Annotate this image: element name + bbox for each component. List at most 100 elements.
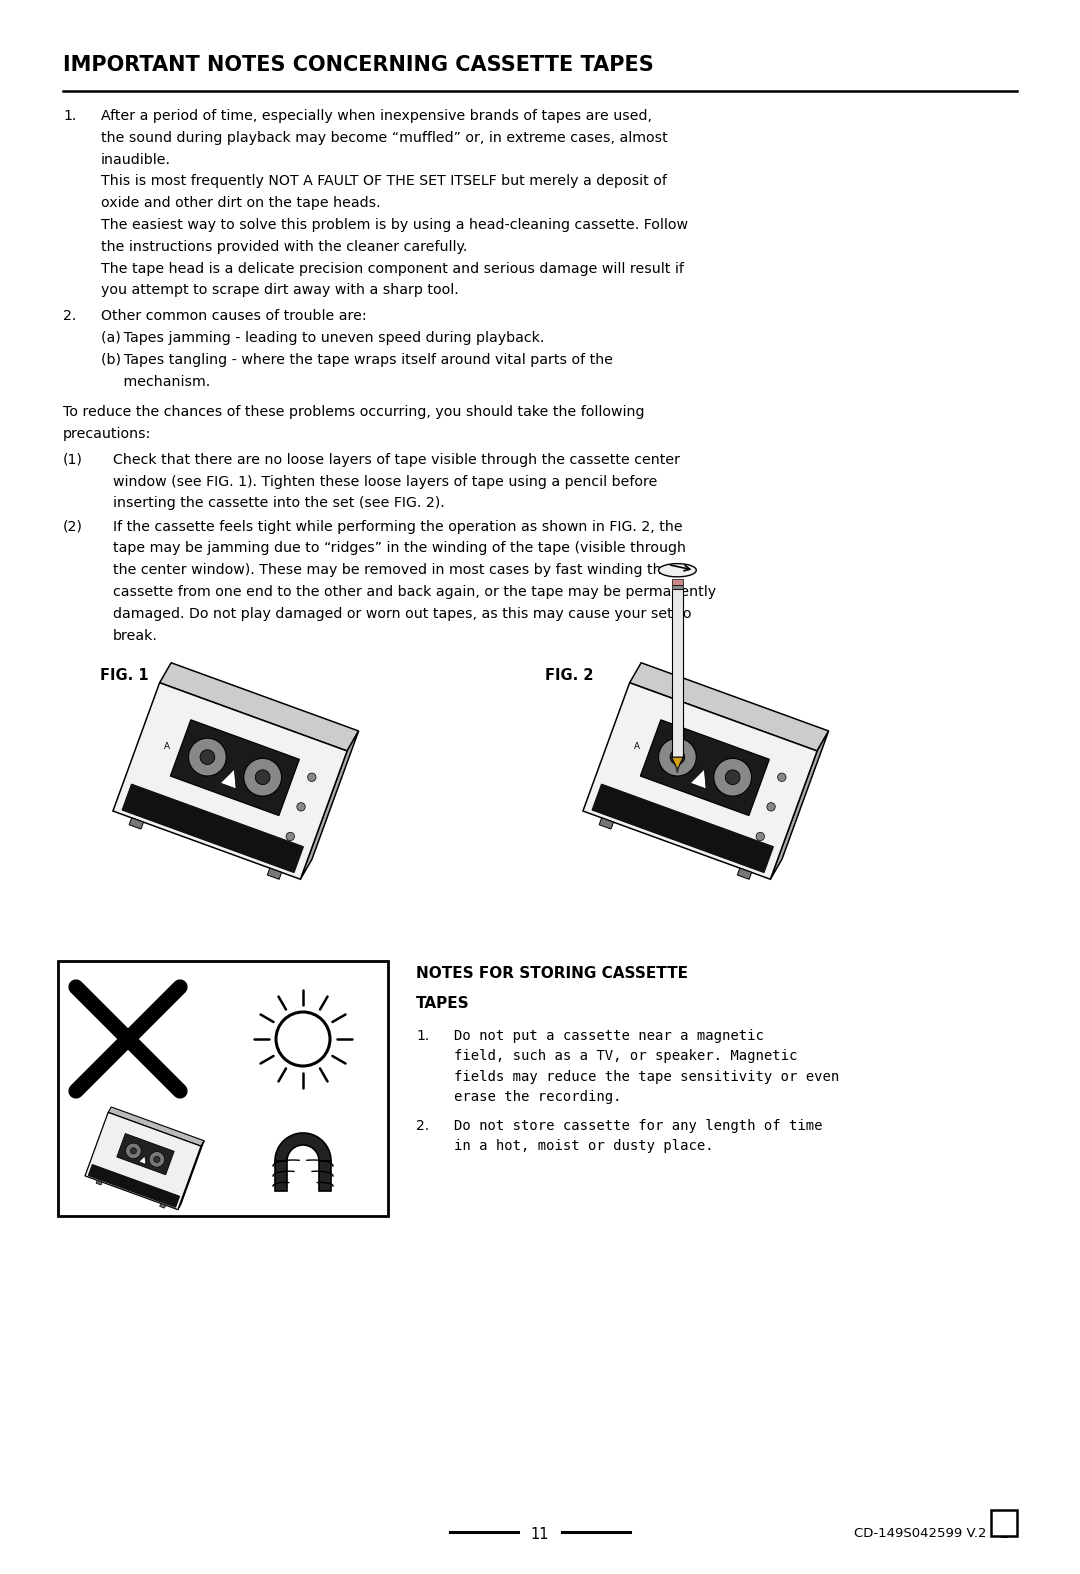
- Polygon shape: [583, 683, 818, 880]
- Circle shape: [308, 773, 316, 781]
- Text: (b) Tapes tangling - where the tape wraps itself around vital parts of the: (b) Tapes tangling - where the tape wrap…: [102, 353, 613, 367]
- Text: the instructions provided with the cleaner carefully.: the instructions provided with the clean…: [102, 239, 468, 253]
- Polygon shape: [220, 770, 237, 789]
- Text: FIG. 2: FIG. 2: [545, 667, 594, 683]
- Text: A: A: [634, 743, 639, 751]
- Text: window (see FIG. 1). Tighten these loose layers of tape using a pencil before: window (see FIG. 1). Tighten these loose…: [113, 475, 658, 488]
- Polygon shape: [599, 818, 613, 829]
- Polygon shape: [89, 1165, 179, 1207]
- Text: 1.: 1.: [416, 1029, 429, 1044]
- Text: tape may be jamming due to “ridges” in the winding of the tape (visible through: tape may be jamming due to “ridges” in t…: [113, 541, 686, 556]
- Text: (2): (2): [63, 519, 83, 534]
- Text: FIG. 1: FIG. 1: [100, 667, 149, 683]
- Polygon shape: [672, 586, 684, 589]
- Text: After a period of time, especially when inexpensive brands of tapes are used,: After a period of time, especially when …: [102, 109, 652, 123]
- Bar: [991, 1509, 1017, 1536]
- Polygon shape: [659, 563, 697, 576]
- Polygon shape: [672, 757, 684, 770]
- Polygon shape: [630, 663, 828, 751]
- Polygon shape: [714, 759, 752, 796]
- Polygon shape: [672, 579, 684, 586]
- Polygon shape: [670, 749, 685, 765]
- Circle shape: [276, 1012, 330, 1066]
- Text: field, such as a TV, or speaker. Magnetic: field, such as a TV, or speaker. Magneti…: [454, 1050, 797, 1064]
- Polygon shape: [319, 1162, 330, 1192]
- Polygon shape: [275, 1162, 287, 1192]
- Circle shape: [778, 773, 786, 781]
- Text: mechanism.: mechanism.: [102, 375, 211, 389]
- Polygon shape: [153, 1157, 160, 1163]
- Text: oxide and other dirt on the tape heads.: oxide and other dirt on the tape heads.: [102, 197, 380, 211]
- Polygon shape: [640, 719, 769, 815]
- Text: inserting the cassette into the set (see FIG. 2).: inserting the cassette into the set (see…: [113, 496, 445, 510]
- Polygon shape: [244, 759, 282, 796]
- Text: erase the recording.: erase the recording.: [454, 1091, 621, 1105]
- Text: The tape head is a delicate precision component and serious damage will result i: The tape head is a delicate precision co…: [102, 261, 684, 275]
- Text: 1.: 1.: [63, 109, 77, 123]
- Text: (a) Tapes jamming - leading to uneven speed during playback.: (a) Tapes jamming - leading to uneven sp…: [102, 331, 544, 345]
- Text: damaged. Do not play damaged or worn out tapes, as this may cause your set to: damaged. Do not play damaged or worn out…: [113, 608, 691, 620]
- Polygon shape: [738, 869, 752, 880]
- Polygon shape: [131, 1147, 136, 1154]
- Text: cassette from one end to the other and back again, or the tape may be permanentl: cassette from one end to the other and b…: [113, 586, 716, 600]
- Text: 2.: 2.: [416, 1119, 429, 1133]
- Text: The easiest way to solve this problem is by using a head-cleaning cassette. Foll: The easiest way to solve this problem is…: [102, 219, 688, 231]
- Text: break.: break.: [113, 628, 158, 642]
- Text: To reduce the chances of these problems occurring, you should take the following: To reduce the chances of these problems …: [63, 406, 645, 419]
- Text: in a hot, moist or dusty place.: in a hot, moist or dusty place.: [454, 1140, 714, 1154]
- Polygon shape: [200, 749, 215, 765]
- Polygon shape: [160, 1204, 165, 1209]
- Text: NOTES FOR STORING CASSETTE: NOTES FOR STORING CASSETTE: [416, 966, 688, 981]
- Text: you attempt to scrape dirt away with a sharp tool.: you attempt to scrape dirt away with a s…: [102, 283, 459, 297]
- Polygon shape: [726, 770, 740, 784]
- Polygon shape: [96, 1180, 103, 1185]
- Text: Other common causes of trouble are:: Other common causes of trouble are:: [102, 309, 366, 323]
- Circle shape: [297, 803, 306, 811]
- Polygon shape: [125, 1143, 141, 1158]
- Polygon shape: [672, 589, 684, 757]
- Polygon shape: [171, 719, 299, 815]
- Bar: [58, 962, 388, 1217]
- Text: (1): (1): [63, 453, 83, 467]
- Text: IMPORTANT NOTES CONCERNING CASSETTE TAPES: IMPORTANT NOTES CONCERNING CASSETTE TAPE…: [63, 55, 653, 76]
- Polygon shape: [275, 1133, 330, 1162]
- Polygon shape: [85, 1113, 201, 1210]
- Polygon shape: [255, 770, 270, 784]
- Text: 11: 11: [530, 1527, 550, 1543]
- Circle shape: [767, 803, 775, 811]
- Polygon shape: [178, 1141, 204, 1210]
- Circle shape: [286, 833, 295, 841]
- Text: If the cassette feels tight while performing the operation as shown in FIG. 2, t: If the cassette feels tight while perfor…: [113, 519, 683, 534]
- Text: This is most frequently NOT A FAULT OF THE SET ITSELF but merely a deposit of: This is most frequently NOT A FAULT OF T…: [102, 175, 666, 189]
- Polygon shape: [300, 730, 359, 880]
- Text: fields may reduce the tape sensitivity or even: fields may reduce the tape sensitivity o…: [454, 1070, 839, 1084]
- Polygon shape: [139, 1157, 146, 1165]
- Text: A: A: [163, 743, 170, 751]
- Polygon shape: [676, 768, 678, 773]
- Polygon shape: [108, 1107, 204, 1146]
- Text: TAPES: TAPES: [416, 996, 470, 1011]
- Text: 2.: 2.: [63, 309, 77, 323]
- Circle shape: [756, 833, 765, 841]
- Polygon shape: [659, 738, 697, 776]
- Polygon shape: [122, 784, 303, 872]
- Polygon shape: [189, 738, 227, 776]
- Polygon shape: [149, 1152, 164, 1168]
- Text: inaudible.: inaudible.: [102, 153, 171, 167]
- Polygon shape: [690, 770, 706, 789]
- Polygon shape: [592, 784, 773, 872]
- Polygon shape: [160, 663, 359, 751]
- Text: Do not put a cassette near a magnetic: Do not put a cassette near a magnetic: [454, 1029, 764, 1044]
- Polygon shape: [117, 1133, 174, 1174]
- Text: CD-149S042599 V.2: CD-149S042599 V.2: [854, 1527, 987, 1539]
- Text: Do not store cassette for any length of time: Do not store cassette for any length of …: [454, 1119, 823, 1133]
- Text: the sound during playback may become “muffled” or, in extreme cases, almost: the sound during playback may become “mu…: [102, 131, 667, 145]
- Text: Check that there are no loose layers of tape visible through the cassette center: Check that there are no loose layers of …: [113, 453, 680, 467]
- Text: the center window). These may be removed in most cases by fast winding the: the center window). These may be removed…: [113, 563, 671, 578]
- Polygon shape: [113, 683, 347, 880]
- Text: E: E: [999, 1528, 1009, 1541]
- Polygon shape: [770, 730, 828, 880]
- Polygon shape: [267, 869, 282, 880]
- Text: precautions:: precautions:: [63, 427, 151, 441]
- Polygon shape: [130, 818, 144, 829]
